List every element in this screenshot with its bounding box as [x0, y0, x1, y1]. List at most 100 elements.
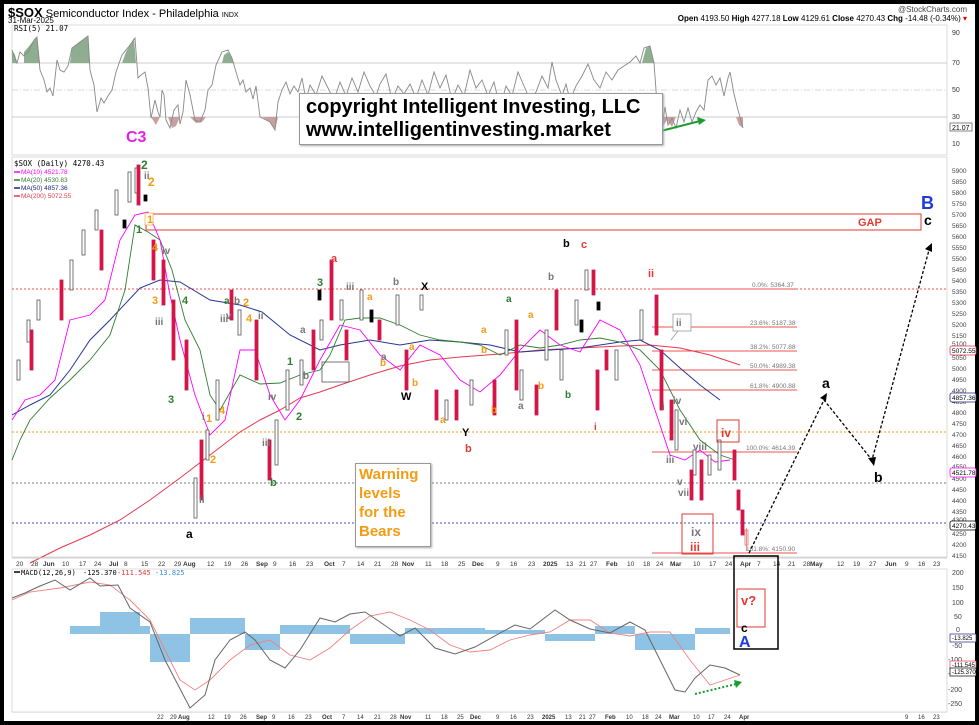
svg-text:16: 16 — [289, 561, 297, 568]
svg-text:Mar: Mar — [669, 715, 680, 721]
svg-text:Sep: Sep — [256, 561, 268, 568]
svg-text:4857.36: 4857.36 — [952, 395, 976, 402]
svg-text:16: 16 — [918, 561, 926, 568]
wave-B-label: B — [921, 193, 934, 213]
svg-text:5050: 5050 — [952, 355, 967, 362]
projection-c: c — [924, 212, 932, 228]
down-arrow-icon: ▾ — [962, 14, 967, 23]
svg-text:9: 9 — [905, 561, 909, 568]
svg-text:5200: 5200 — [952, 322, 967, 329]
svg-text:50.0%: 4989.38: 50.0%: 4989.38 — [750, 363, 796, 370]
macd-panel: 200 150 100 50 0 -50 -100 -150 -200 -250… — [11, 568, 977, 713]
svg-text:5650: 5650 — [952, 223, 967, 230]
svg-text:27: 27 — [869, 561, 877, 568]
svg-text:10: 10 — [693, 561, 701, 568]
svg-text:20: 20 — [16, 561, 24, 568]
svg-text:21: 21 — [374, 715, 381, 721]
svg-text:16: 16 — [918, 715, 925, 721]
svg-text:18: 18 — [441, 715, 448, 721]
svg-text:9: 9 — [496, 561, 500, 568]
svg-text:10: 10 — [62, 561, 70, 568]
svg-text:-125.370: -125.370 — [952, 670, 976, 676]
chart-date: 31-Mar-2025 — [8, 16, 54, 25]
price-panel: GAP 0.0%: 5364.37 23.6%: 5187.38 38.2%: … — [11, 156, 977, 564]
svg-text:iii: iii — [155, 317, 164, 328]
svg-text:5600: 5600 — [952, 234, 967, 241]
svg-text:17: 17 — [709, 561, 717, 568]
svg-text:4350: 4350 — [952, 509, 967, 516]
svg-text:100.0%: 4614.39: 100.0%: 4614.39 — [746, 445, 796, 452]
svg-text:11: 11 — [425, 561, 432, 568]
svg-text:23: 23 — [933, 715, 940, 721]
svg-text:1: 1 — [147, 214, 153, 226]
svg-text:MA(50) 4857.36: MA(50) 4857.36 — [21, 185, 68, 192]
svg-text:-13.825: -13.825 — [952, 636, 973, 642]
svg-text:a: a — [506, 294, 512, 305]
svg-text:5550: 5550 — [952, 245, 967, 252]
svg-text:b: b — [481, 345, 487, 356]
svg-text:iii: iii — [262, 438, 271, 449]
svg-text:Oct: Oct — [324, 561, 336, 568]
svg-text:4270.43: 4270.43 — [952, 523, 976, 530]
svg-text:5150: 5150 — [952, 333, 967, 340]
svg-text:11: 11 — [425, 715, 432, 721]
svg-text:4750: 4750 — [952, 421, 967, 428]
svg-text:23: 23 — [528, 561, 536, 568]
svg-text:17: 17 — [79, 561, 87, 568]
svg-text:29: 29 — [170, 715, 177, 721]
wave-v-question: v? — [741, 593, 756, 608]
svg-text:5800: 5800 — [952, 190, 967, 197]
svg-text:MA(20) 4530.83: MA(20) 4530.83 — [21, 177, 68, 184]
svg-text:16: 16 — [510, 715, 517, 721]
svg-text:May: May — [810, 561, 823, 568]
svg-text:28: 28 — [391, 561, 399, 568]
symbol: $SOX — [8, 5, 43, 20]
svg-text:Feb: Feb — [605, 715, 616, 721]
wave-c-bottom: c — [741, 621, 748, 635]
svg-text:26: 26 — [241, 561, 249, 568]
svg-text:b: b — [548, 272, 554, 283]
svg-text:13: 13 — [566, 561, 574, 568]
svg-text:W: W — [401, 391, 412, 403]
svg-text:b: b — [380, 358, 386, 369]
svg-text:Aug: Aug — [183, 561, 196, 568]
svg-text:23: 23 — [305, 715, 312, 721]
svg-text:26: 26 — [240, 715, 247, 721]
warning-levels-box: Warning levels for the Bears — [355, 463, 431, 547]
svg-text:2: 2 — [141, 158, 148, 172]
svg-text:vi: vi — [679, 417, 688, 428]
svg-text:21: 21 — [579, 715, 586, 721]
svg-text:5300: 5300 — [952, 300, 967, 307]
svg-text:9: 9 — [273, 561, 277, 568]
svg-text:iv: iv — [162, 246, 171, 257]
svg-text:22: 22 — [158, 561, 166, 568]
svg-text:i: i — [202, 412, 205, 423]
svg-text:4150: 4150 — [952, 553, 967, 560]
projection-b: b — [874, 469, 883, 485]
rsi-value-tag: 21.07 — [952, 125, 970, 132]
c3-annotation: C3 — [126, 129, 147, 146]
svg-text:b: b — [393, 277, 399, 288]
svg-text:iii: iii — [220, 314, 229, 325]
svg-text:5072.55: 5072.55 — [952, 348, 976, 355]
svg-text:ii: ii — [144, 171, 150, 182]
svg-text:a: a — [528, 310, 534, 321]
svg-text:19: 19 — [853, 561, 861, 568]
macd-signal: -111.545 — [117, 569, 151, 577]
wave-A-label: A — [739, 634, 751, 651]
svg-text:a: a — [381, 352, 387, 363]
svg-text:v: v — [226, 311, 232, 322]
svg-text:2: 2 — [243, 297, 249, 309]
svg-text:5000: 5000 — [952, 366, 967, 373]
ohlc-summary: Open 4193.50 High 4277.18 Low 4129.61 Cl… — [677, 14, 967, 23]
svg-text:Apr: Apr — [740, 561, 752, 568]
svg-text:ix: ix — [691, 525, 701, 539]
svg-text:b: b — [412, 378, 418, 389]
svg-text:16: 16 — [288, 715, 295, 721]
svg-text:5450: 5450 — [952, 267, 967, 274]
svg-text:iii: iii — [346, 282, 355, 293]
svg-text:30: 30 — [952, 114, 960, 121]
svg-text:21: 21 — [579, 561, 587, 568]
svg-text:-111.545: -111.545 — [952, 663, 975, 669]
svg-text:12: 12 — [837, 561, 845, 568]
